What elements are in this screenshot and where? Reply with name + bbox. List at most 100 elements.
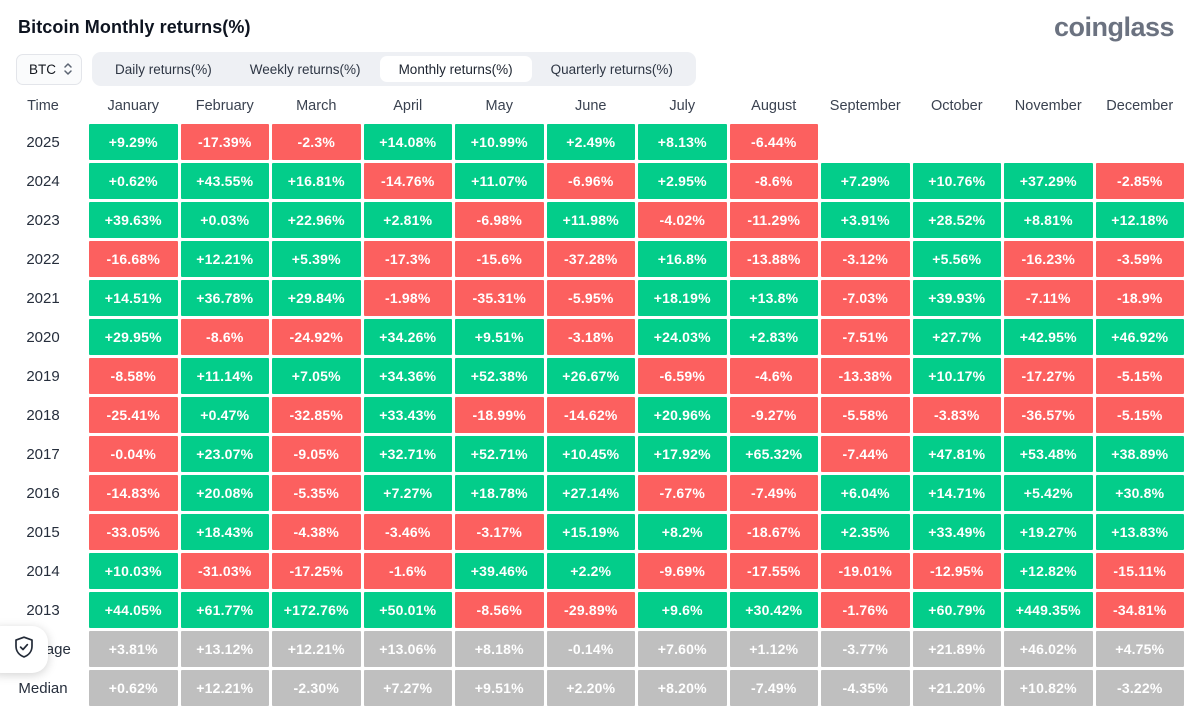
shield-badge[interactable] xyxy=(0,626,48,673)
return-cell-empty xyxy=(1096,124,1185,160)
return-cell: +20.08% xyxy=(180,475,269,511)
row-label: 2014 xyxy=(26,562,60,580)
return-cell: +18.19% xyxy=(638,280,727,316)
return-cell-empty xyxy=(821,124,910,160)
return-cell: +7.60% xyxy=(638,631,727,667)
return-cell: +28.52% xyxy=(912,202,1001,238)
return-cell: +9.51% xyxy=(455,319,544,355)
row-label: 2024 xyxy=(26,172,60,190)
return-cell: -15.6% xyxy=(455,241,544,277)
tab-weekly-returns[interactable]: Weekly returns(%) xyxy=(249,61,361,77)
return-cell: -9.27% xyxy=(729,397,818,433)
return-cell: +43.55% xyxy=(180,163,269,199)
return-cell: +20.96% xyxy=(638,397,727,433)
return-cell: +13.83% xyxy=(1095,514,1184,550)
return-cell: -16.68% xyxy=(89,241,178,277)
return-cell: +9.6% xyxy=(638,592,727,628)
return-cell: +10.76% xyxy=(912,163,1001,199)
return-cell: +1.12% xyxy=(729,631,818,667)
return-cell: +14.71% xyxy=(912,475,1001,511)
return-cell: +34.36% xyxy=(363,358,452,394)
return-cell: -18.99% xyxy=(455,397,544,433)
return-cell: -14.83% xyxy=(89,475,178,511)
return-cell: +16.81% xyxy=(272,163,361,199)
column-header-month: January xyxy=(107,98,160,114)
column-header-month: August xyxy=(751,98,797,114)
return-cell: +24.03% xyxy=(638,319,727,355)
return-cell: -2.85% xyxy=(1095,163,1184,199)
table-row: 2018 -25.41% +0.47% -32.85% +33.43% -18.99% -1… xyxy=(0,397,1184,433)
return-cell: -17.55% xyxy=(729,553,818,589)
topbar: Bitcoin Monthly returns(%) coinglass xyxy=(0,0,1200,42)
return-cell: +10.82% xyxy=(1004,670,1093,706)
updown-chevrons-icon xyxy=(63,62,73,76)
column-header-month: February xyxy=(195,98,254,114)
return-cell: -2.3% xyxy=(272,124,361,160)
coinglass-logo[interactable]: coinglass xyxy=(1053,11,1175,42)
return-cell: +60.79% xyxy=(912,592,1001,628)
return-cell: +36.78% xyxy=(180,280,269,316)
return-cell: +2.81% xyxy=(363,202,452,238)
return-cell: -7.49% xyxy=(729,670,818,706)
return-cell: +42.95% xyxy=(1004,319,1093,355)
return-cell: +47.81% xyxy=(912,436,1001,472)
column-header-month: May xyxy=(485,98,513,114)
return-cell: -3.12% xyxy=(821,241,910,277)
tab-quarterly-returns[interactable]: Quarterly returns(%) xyxy=(550,61,673,77)
symbol-select-value: BTC xyxy=(29,61,56,77)
return-cell: +2.20% xyxy=(546,670,635,706)
return-cell: -33.05% xyxy=(89,514,178,550)
return-cell: +50.01% xyxy=(363,592,452,628)
return-cell: +8.2% xyxy=(638,514,727,550)
return-cell: -4.02% xyxy=(638,202,727,238)
return-cell: +8.18% xyxy=(455,631,544,667)
return-cell: -36.57% xyxy=(1004,397,1093,433)
return-cell: +16.8% xyxy=(638,241,727,277)
return-cell: +27.7% xyxy=(912,319,1001,355)
symbol-select[interactable]: BTC xyxy=(16,53,82,85)
return-cell: +9.29% xyxy=(89,124,178,160)
return-cell: +11.14% xyxy=(180,358,269,394)
return-cell: -4.35% xyxy=(821,670,910,706)
return-cell: +53.48% xyxy=(1004,436,1093,472)
return-cell: +12.21% xyxy=(180,670,269,706)
row-label: 2017 xyxy=(26,445,60,463)
return-cell: +23.07% xyxy=(180,436,269,472)
page-title: Bitcoin Monthly returns(%) xyxy=(18,16,251,37)
return-cell: +22.96% xyxy=(272,202,361,238)
return-cell: +3.91% xyxy=(821,202,910,238)
return-cell: -6.98% xyxy=(455,202,544,238)
return-cell: -13.88% xyxy=(729,241,818,277)
return-cell: -6.96% xyxy=(546,163,635,199)
return-cell: +12.18% xyxy=(1095,202,1184,238)
return-cell: +17.92% xyxy=(638,436,727,472)
column-header-month: June xyxy=(575,98,607,114)
column-header-month: October xyxy=(930,98,983,114)
return-cell: +6.04% xyxy=(821,475,910,511)
column-header-month: July xyxy=(669,98,696,114)
return-cell: +10.17% xyxy=(912,358,1001,394)
return-cell: +5.39% xyxy=(272,241,361,277)
return-cell: -5.15% xyxy=(1095,358,1184,394)
table-row: 2017 -0.04% +23.07% -9.05% +32.71% +52.71% +10… xyxy=(0,436,1184,472)
return-cell: -7.11% xyxy=(1004,280,1093,316)
row-label: 2016 xyxy=(26,484,60,502)
return-cell: -29.89% xyxy=(546,592,635,628)
return-cell: -7.03% xyxy=(821,280,910,316)
returns-tab-group: Daily returns(%) Weekly returns(%) Month… xyxy=(92,52,696,86)
tab-daily-returns[interactable]: Daily returns(%) xyxy=(115,61,212,77)
return-cell: +0.62% xyxy=(89,163,178,199)
return-cell: +7.05% xyxy=(272,358,361,394)
return-cell: -15.11% xyxy=(1095,553,1184,589)
return-cell: +14.51% xyxy=(89,280,178,316)
return-cell: -3.46% xyxy=(363,514,452,550)
return-cell: -12.95% xyxy=(912,553,1001,589)
return-cell: -3.77% xyxy=(821,631,910,667)
return-cell: +12.82% xyxy=(1004,553,1093,589)
return-cell: +46.92% xyxy=(1095,319,1184,355)
return-cell: -24.92% xyxy=(272,319,361,355)
row-label: 2015 xyxy=(26,523,60,541)
tab-monthly-returns[interactable]: Monthly returns(%) xyxy=(379,56,532,82)
return-cell: +9.51% xyxy=(455,670,544,706)
row-label: 2020 xyxy=(26,328,60,346)
